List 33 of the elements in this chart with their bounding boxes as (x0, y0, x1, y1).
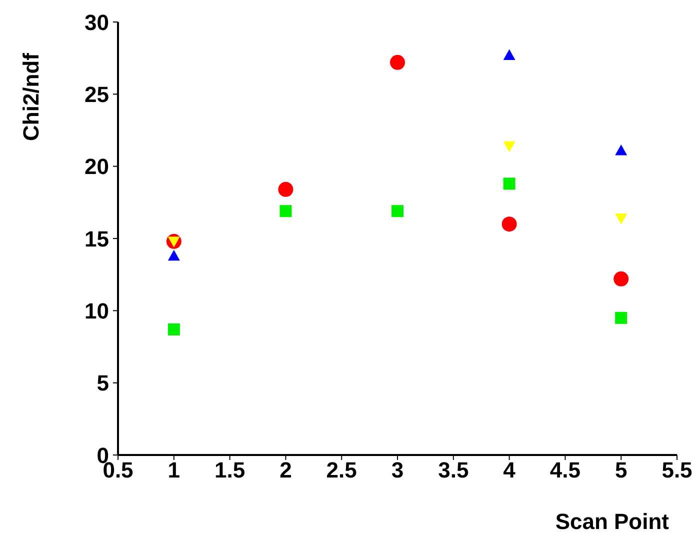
point (168, 323, 180, 336)
point (615, 312, 628, 324)
x-tick-label: 5.5 (662, 458, 692, 483)
y-tick-label: 10 (84, 298, 109, 324)
point (503, 49, 516, 60)
y-tick-label: 20 (84, 154, 109, 180)
point (168, 250, 180, 261)
x-tick-label: 3.5 (438, 458, 469, 483)
y-tick-label: 30 (84, 10, 109, 35)
point (615, 213, 628, 224)
y-tick-label: 15 (84, 226, 109, 252)
point (503, 141, 516, 152)
x-tick-label: 1 (168, 458, 180, 483)
y-tick-label: 5 (96, 370, 109, 396)
point (615, 144, 628, 156)
x-tick-label: 2 (280, 458, 292, 483)
point (280, 205, 292, 218)
point (168, 236, 180, 248)
point (614, 271, 629, 286)
point (392, 205, 404, 218)
x-tick-label: 2.5 (326, 458, 357, 483)
point (503, 178, 516, 190)
point (278, 182, 294, 197)
x-tick-label: 4.5 (550, 458, 580, 483)
x-tick-label: 3 (391, 458, 404, 483)
x-tick-label: 4 (503, 458, 516, 483)
x-axis-title: Scan Point (555, 509, 670, 534)
y-axis-title: Chi2/ndf (18, 52, 44, 141)
x-tick-label: 1.5 (214, 458, 246, 483)
y-tick-label: 25 (84, 82, 109, 107)
point (390, 54, 405, 70)
x-tick-label: 5 (614, 458, 628, 483)
point (502, 216, 517, 232)
